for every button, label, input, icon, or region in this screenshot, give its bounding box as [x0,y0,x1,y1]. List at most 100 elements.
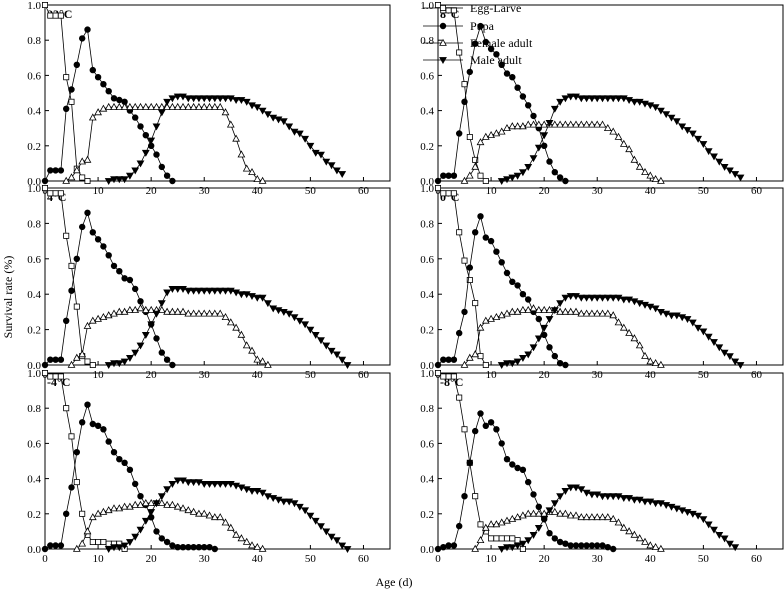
data-point [498,259,505,266]
x-tick-label: 60 [751,369,763,381]
data-point [89,539,96,545]
data-point [79,174,86,181]
data-point [41,361,49,369]
data-point [57,356,65,363]
data-point [137,123,144,130]
data-point [630,156,639,163]
data-point [471,350,479,358]
data-point [578,542,585,549]
data-point [105,252,112,259]
data-point [540,142,548,149]
data-point [221,313,230,321]
data-point [153,151,160,158]
data-point [614,518,623,526]
data-point [68,86,75,93]
data-point [683,127,692,134]
y-tick-label: 0.4 [27,106,41,118]
data-point [216,103,224,110]
data-point [456,229,463,236]
data-point [561,95,570,103]
x-tick-label: 10 [93,553,105,565]
data-point [662,111,670,118]
y-tick-label: 0.6 [27,70,41,82]
y-tick-label: 0.2 [27,509,41,521]
data-point [42,184,48,192]
data-point [434,184,442,192]
data-point [461,257,468,264]
data-point [503,70,511,77]
data-point [73,61,81,69]
data-point [47,373,54,380]
data-point [153,528,160,535]
data-point [472,427,479,435]
data-point [62,510,70,518]
data-point [84,177,91,185]
series-female-adult [460,120,665,184]
data-point [530,491,537,498]
data-point [52,12,59,19]
data-point [52,167,59,174]
y-tick-label: 0.8 [27,218,41,230]
x-tick-label: 50 [305,185,317,197]
data-point [116,456,123,463]
x-tick-label: 10 [93,185,105,197]
data-point [440,172,447,179]
data-point [434,2,442,8]
data-point [68,484,75,491]
y-tick-label: 0.0 [420,176,434,188]
data-point [52,356,59,363]
data-point [466,459,473,466]
data-point [466,264,473,271]
series-line [44,4,88,182]
legend-label-pupa: Pupa [470,19,495,33]
data-point [52,373,59,380]
data-point [445,190,452,197]
data-point [142,331,150,339]
data-point [482,234,489,241]
data-point [94,73,102,81]
data-point [243,341,251,349]
data-point [94,422,102,429]
data-point [461,308,468,316]
data-point [41,177,49,185]
data-point [524,102,532,109]
data-point [83,156,92,163]
legend-marker-filled-triangle [439,57,447,64]
data-point [333,167,341,175]
data-point [487,237,495,245]
data-point [519,93,527,100]
data-point [163,98,171,106]
data-point [529,155,538,162]
data-point [461,81,468,88]
data-point [514,282,521,289]
x-tick-label: 30 [199,369,211,381]
data-point [110,262,118,270]
data-point [78,419,86,426]
data-point [89,420,97,428]
series-line [44,403,215,550]
x-tick-label: 10 [486,185,498,197]
data-point [100,80,107,88]
data-point [206,543,213,551]
x-tick-label: 30 [199,185,211,197]
x-tick-label: 30 [592,369,604,381]
data-point [110,95,118,102]
data-point [126,172,134,180]
data-point [137,493,144,500]
data-point [551,508,559,515]
y-tick-label: 1.0 [420,183,434,195]
y-tick-label: 0.8 [420,403,434,415]
data-point [482,177,489,185]
data-point [132,285,139,293]
data-point [572,308,580,315]
data-point [243,164,251,172]
data-point [169,361,176,369]
data-point [84,209,91,216]
data-point [694,512,702,520]
data-point [598,120,607,128]
data-point [641,538,649,545]
data-point [683,316,692,323]
data-point [524,296,532,303]
